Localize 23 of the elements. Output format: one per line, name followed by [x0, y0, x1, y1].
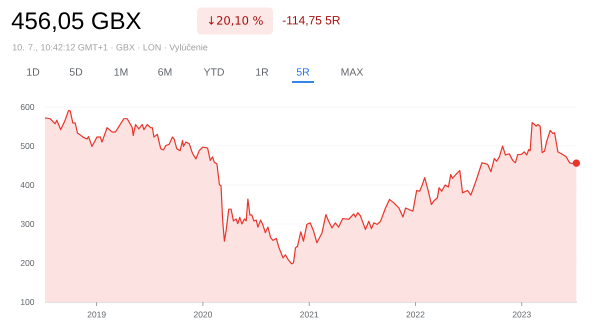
x-tick-label: 2020 — [194, 312, 212, 318]
text: 1D — [27, 68, 40, 76]
text: 1R — [256, 68, 268, 76]
text: 5D — [70, 68, 82, 76]
x-tick-label: 2022 — [406, 312, 424, 318]
text: 1M — [114, 68, 128, 76]
y-tick-label: 500 — [20, 143, 34, 149]
y-tick-label: 100 — [21, 299, 34, 305]
x-tick-label: 2019 — [88, 312, 106, 318]
y-tick-label: 300 — [20, 221, 34, 227]
text: -114,75 5R — [282, 16, 340, 26]
chart-subtitle: 10. 7., 10:42:12 GMT+1 · GBX · LON · Vylúčenie — [12, 44, 208, 52]
x-tick-label: 2023 — [512, 312, 531, 318]
text: ↓20,10 % — [208, 16, 263, 26]
chart-title: 456,05 GBX — [12, 12, 141, 32]
x-tick-label: 2021 — [300, 312, 318, 318]
text: MAX — [342, 68, 364, 76]
text: 6M — [158, 68, 172, 76]
y-tick-label: 200 — [20, 260, 34, 266]
text: 5R — [296, 68, 310, 76]
text: YTD — [204, 68, 224, 76]
y-tick-label: 600 — [20, 104, 34, 110]
y-tick-label: 400 — [20, 182, 34, 188]
